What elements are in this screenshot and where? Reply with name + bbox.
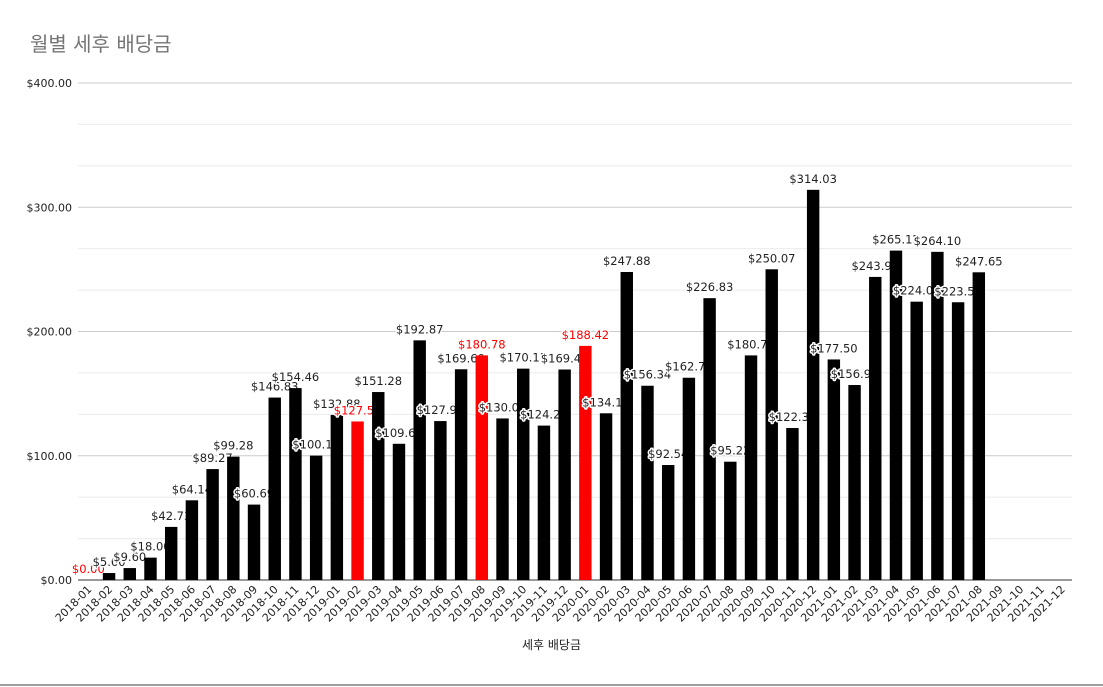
data-label: $250.07 [748, 251, 796, 265]
bar [537, 425, 551, 580]
bar [848, 385, 861, 580]
bar [889, 250, 903, 581]
y-tick-label: $100.00 [27, 450, 73, 463]
data-label: $151.28 [354, 374, 402, 388]
data-label: $109.62 [375, 426, 423, 440]
data-label: $99.28 [213, 439, 253, 453]
bar [289, 388, 302, 580]
bar [496, 418, 509, 580]
data-label: $156.92 [831, 367, 879, 381]
bar [703, 298, 716, 580]
bar [682, 377, 696, 580]
data-label: $18.00 [130, 540, 170, 554]
y-tick-label: $300.00 [27, 201, 73, 214]
data-label: $180.78 [458, 337, 506, 351]
data-label: $162.78 [665, 360, 713, 374]
data-label: $146.83 [251, 380, 299, 394]
data-label: $247.65 [955, 254, 1003, 268]
data-label: $188.42 [562, 328, 610, 342]
bar [931, 251, 944, 580]
x-axis-label: 세후 배당금 [521, 638, 581, 652]
bar [806, 189, 820, 580]
data-label: $177.50 [810, 341, 858, 355]
data-label: $100.11 [292, 438, 340, 452]
bar [599, 413, 613, 580]
data-label: $60.69 [234, 487, 274, 501]
data-label: $169.41 [541, 352, 589, 366]
bar [144, 557, 157, 580]
data-label: $224.01 [893, 284, 941, 298]
data-label: $243.92 [851, 259, 899, 273]
data-label: $5.60 [93, 555, 126, 569]
data-label: $247.88 [603, 254, 651, 268]
data-label: $64.14 [172, 482, 212, 496]
data-label: $122.33 [769, 410, 817, 424]
bar [765, 269, 778, 580]
bar [558, 369, 571, 580]
data-label: $265.12 [872, 233, 920, 247]
data-label: $192.87 [396, 322, 444, 336]
data-label: $226.83 [686, 280, 734, 294]
bar [827, 359, 841, 580]
y-tick-label: $0.00 [41, 574, 73, 587]
data-label: $156.34 [624, 368, 672, 382]
bar [869, 276, 882, 580]
bar [206, 469, 219, 580]
data-label: $9.60 [113, 550, 146, 564]
bar [786, 428, 799, 580]
bar [247, 504, 261, 580]
bar [413, 340, 426, 580]
bottom-divider [0, 684, 1103, 686]
bar [744, 355, 758, 580]
data-label: $127.59 [334, 403, 382, 417]
bar [641, 385, 654, 580]
bar [351, 421, 364, 580]
bar [185, 500, 199, 580]
bar [372, 392, 385, 580]
bar [579, 345, 592, 580]
data-label: $89.27 [192, 451, 232, 465]
data-label: $264.10 [914, 234, 962, 248]
data-label: $154.46 [272, 370, 320, 384]
bar [620, 272, 633, 580]
bar [517, 368, 530, 580]
chart-title: 월별 세후 배당금 [30, 32, 172, 56]
data-label: $180.75 [727, 337, 775, 351]
data-label: $92.54 [648, 447, 688, 461]
bar [454, 369, 468, 580]
data-label: $170.11 [499, 351, 547, 365]
data-label: $223.54 [934, 284, 982, 298]
data-label: $127.91 [417, 403, 465, 417]
bar [392, 443, 406, 580]
data-label: $132.88 [313, 397, 361, 411]
data-label: $124.27 [520, 408, 568, 422]
y-tick-label: $200.00 [27, 326, 73, 339]
data-label: $0.00 [72, 562, 105, 576]
bar [227, 456, 240, 580]
bar [102, 573, 116, 580]
bar [268, 397, 281, 580]
bar [123, 568, 136, 580]
bar [661, 465, 675, 580]
bar [330, 414, 344, 580]
data-label: $134.18 [582, 395, 630, 409]
data-label: $42.73 [151, 509, 191, 523]
bar [164, 526, 178, 580]
bar [434, 421, 447, 580]
bar [724, 461, 737, 580]
bar [309, 455, 323, 580]
data-label: $95.22 [710, 444, 750, 458]
bar [972, 272, 986, 580]
bar [910, 301, 923, 580]
data-label: $130.03 [479, 400, 527, 414]
bar [475, 355, 489, 580]
bar [951, 302, 965, 580]
data-label: $169.60 [437, 351, 485, 365]
y-tick-label: $400.00 [27, 77, 73, 90]
data-label: $314.03 [789, 172, 837, 186]
